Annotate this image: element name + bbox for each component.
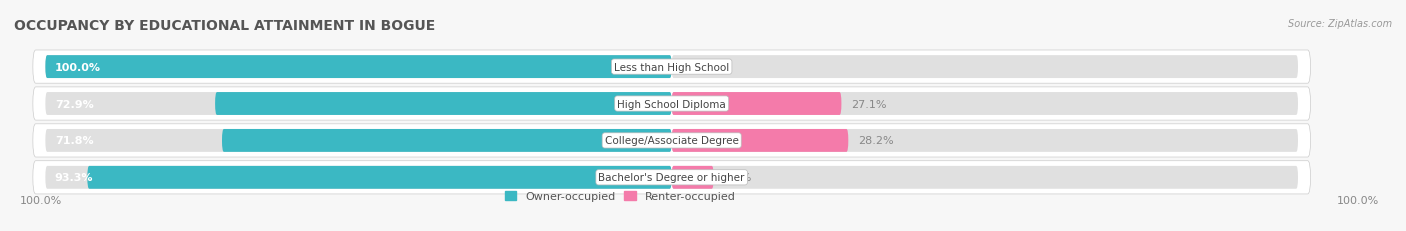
- FancyBboxPatch shape: [672, 56, 1298, 79]
- Text: College/Associate Degree: College/Associate Degree: [605, 136, 738, 146]
- FancyBboxPatch shape: [672, 129, 1298, 152]
- FancyBboxPatch shape: [672, 93, 841, 116]
- FancyBboxPatch shape: [672, 93, 1298, 116]
- FancyBboxPatch shape: [32, 88, 1310, 121]
- Text: 72.9%: 72.9%: [55, 99, 94, 109]
- FancyBboxPatch shape: [215, 93, 672, 116]
- Legend: Owner-occupied, Renter-occupied: Owner-occupied, Renter-occupied: [501, 187, 740, 206]
- FancyBboxPatch shape: [87, 166, 672, 189]
- FancyBboxPatch shape: [45, 129, 672, 152]
- Text: 100.0%: 100.0%: [20, 195, 63, 205]
- Text: 100.0%: 100.0%: [55, 62, 101, 72]
- FancyBboxPatch shape: [672, 166, 1298, 189]
- FancyBboxPatch shape: [672, 166, 714, 189]
- Text: 28.2%: 28.2%: [858, 136, 893, 146]
- FancyBboxPatch shape: [45, 166, 672, 189]
- FancyBboxPatch shape: [32, 124, 1310, 157]
- Text: 27.1%: 27.1%: [851, 99, 886, 109]
- FancyBboxPatch shape: [45, 56, 672, 79]
- Text: High School Diploma: High School Diploma: [617, 99, 725, 109]
- Text: OCCUPANCY BY EDUCATIONAL ATTAINMENT IN BOGUE: OCCUPANCY BY EDUCATIONAL ATTAINMENT IN B…: [14, 18, 436, 32]
- Text: 6.7%: 6.7%: [723, 173, 751, 182]
- Text: 93.3%: 93.3%: [55, 173, 93, 182]
- Text: 71.8%: 71.8%: [55, 136, 93, 146]
- FancyBboxPatch shape: [32, 51, 1310, 84]
- FancyBboxPatch shape: [45, 93, 672, 116]
- FancyBboxPatch shape: [32, 161, 1310, 194]
- FancyBboxPatch shape: [222, 129, 672, 152]
- FancyBboxPatch shape: [45, 56, 672, 79]
- Text: Less than High School: Less than High School: [614, 62, 730, 72]
- FancyBboxPatch shape: [672, 129, 848, 152]
- Text: 0.0%: 0.0%: [681, 62, 710, 72]
- Text: 100.0%: 100.0%: [1337, 195, 1379, 205]
- Text: Source: ZipAtlas.com: Source: ZipAtlas.com: [1288, 18, 1392, 28]
- Text: Bachelor's Degree or higher: Bachelor's Degree or higher: [599, 173, 745, 182]
